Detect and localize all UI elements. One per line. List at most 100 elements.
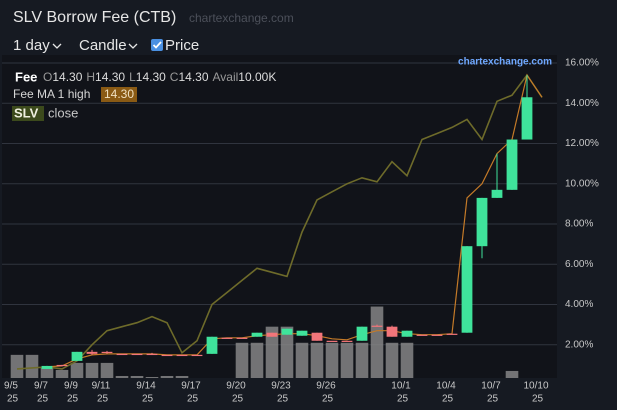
candle-body (56, 364, 68, 367)
volume-bar (325, 342, 339, 378)
legend-field-label: O (43, 70, 52, 84)
legend-field-value: 10.00K (238, 70, 276, 84)
candle-body (191, 354, 203, 357)
candle-body (131, 353, 143, 356)
chevron (128, 43, 138, 49)
y-tick-label: 6.00% (565, 259, 593, 270)
y-tick-label: 12.00% (565, 138, 599, 149)
candle-body (431, 334, 443, 336)
x-tick-label: 9/14 (136, 381, 156, 392)
toolbar: 1 day Candle Price (13, 37, 199, 54)
legend-field-label: Avail (213, 70, 239, 84)
candle-body (176, 354, 188, 357)
legend-price-symbol: SLV (14, 105, 39, 120)
legend-price-box (12, 106, 44, 121)
volume-bar (55, 369, 69, 378)
candle-body (221, 337, 233, 339)
candle-body (161, 354, 173, 357)
x-tick-label: 9/9 (64, 381, 78, 392)
x-tick-label: 9/7 (34, 381, 48, 392)
x-tick-label: 9/17 (181, 381, 201, 392)
candle-body (146, 353, 158, 356)
x-tick-year: 25 (397, 394, 409, 405)
legend-field-value: 14.30 (178, 70, 208, 84)
volume-bar (70, 362, 84, 378)
volume-bar (385, 342, 399, 378)
candle-body (326, 340, 338, 342)
x-tick-year: 25 (97, 394, 109, 405)
x-tick-year: 25 (142, 394, 154, 405)
x-tick-year: 25 (442, 394, 454, 405)
candle-body (296, 330, 308, 336)
overlay-toggle[interactable]: Price (165, 37, 199, 54)
series-line (16, 73, 543, 370)
legend-ma: Fee MA 1 high (13, 87, 90, 101)
legend: Fee O14.30 H14.30 L14.30 C14.30 Avail10.00K … (12, 69, 276, 121)
x-tick-year: 25 (187, 394, 199, 405)
x-tick-year: 25 (7, 394, 19, 405)
candle-body (236, 337, 248, 339)
x-tick-year: 25 (487, 394, 499, 405)
legend-name: Fee (15, 69, 37, 84)
volume-bar (145, 376, 159, 378)
volume-bar (130, 375, 144, 378)
x-tick-year: 25 (232, 394, 244, 405)
legend-price-field: close (48, 105, 78, 120)
volume-bar (265, 326, 279, 378)
y-tick-label: 4.00% (565, 299, 593, 310)
x-tick-label: 10/1 (391, 381, 411, 392)
checkbox[interactable] (151, 39, 163, 51)
candle-body (71, 351, 83, 361)
legend-ma-value: 14.30 (104, 87, 134, 101)
volume-bar (85, 362, 99, 378)
volume-bar (370, 306, 384, 378)
volume-bar (115, 375, 129, 378)
legend-field-value: 14.30 (95, 70, 125, 84)
y-tick-label: 14.00% (565, 98, 599, 109)
volume-bar (160, 375, 174, 378)
x-tick-label: 10/10 (523, 381, 548, 392)
interval-select[interactable]: 1 day (13, 37, 50, 54)
legend-field-label: L (129, 70, 136, 84)
volume-bar (295, 342, 309, 378)
x-tick-year: 25 (37, 394, 49, 405)
legend-field-value: 14.30 (52, 70, 82, 84)
volume-bar (100, 362, 114, 378)
candle-body (356, 326, 368, 341)
x-tick-label: 9/23 (271, 381, 291, 392)
candle-body (86, 351, 98, 354)
legend-field-label: C (170, 70, 179, 84)
candle-body (251, 332, 263, 337)
volume-bar (25, 354, 39, 378)
style-select[interactable]: Candle (79, 37, 127, 54)
candle-body (506, 139, 518, 190)
candle-body (116, 353, 128, 356)
x-tick-label: 10/7 (481, 381, 501, 392)
series-line (46, 73, 543, 368)
volume-bar (10, 354, 24, 378)
legend-field-label: H (86, 70, 95, 84)
watermark-plot: chartexchange.com (458, 57, 552, 68)
volume-bar (175, 375, 189, 378)
x-tick-year: 25 (67, 394, 79, 405)
chevron (52, 43, 62, 49)
volume-bar (355, 342, 369, 378)
x-tick-year: 25 (322, 394, 334, 405)
x-tick-label: 9/26 (316, 381, 336, 392)
legend-ma-box (101, 87, 137, 102)
candle-body (101, 351, 113, 354)
x-tick-label: 9/11 (92, 381, 111, 392)
volume-bar (400, 342, 414, 378)
candle-body (416, 334, 428, 336)
legend-name-box (12, 70, 42, 84)
x-tick-label: 9/5 (4, 381, 18, 392)
candle-body (401, 330, 413, 337)
watermark: chartexchange.com (189, 11, 294, 25)
y-tick-label: 10.00% (565, 178, 599, 189)
x-tick-label: 9/20 (226, 381, 246, 392)
candle-body (461, 246, 473, 333)
candle-body (371, 325, 383, 327)
volume-bar (280, 326, 294, 378)
